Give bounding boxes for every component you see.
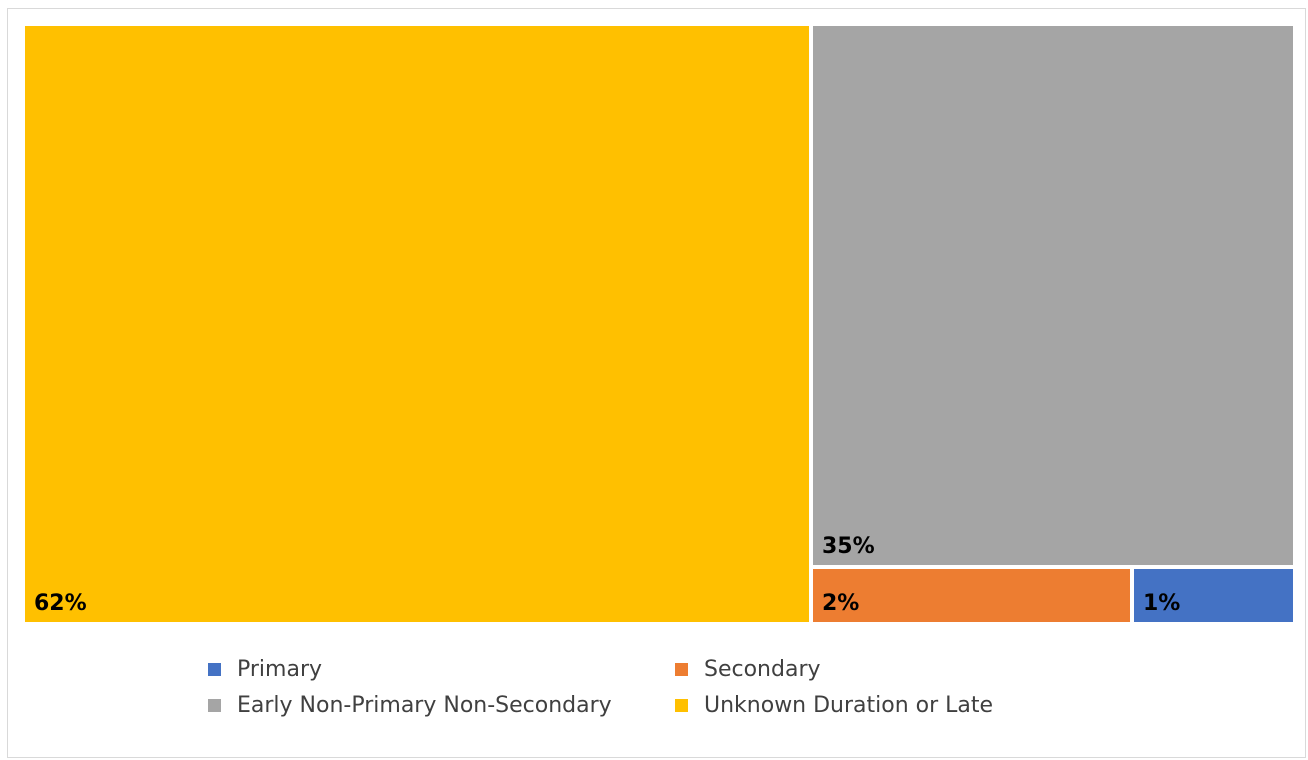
legend-item-early-non-primary-non-secondary: Early Non-Primary Non-Secondary — [208, 693, 675, 718]
treemap-plot: 62% 35% 2% 1% — [25, 26, 1293, 622]
legend-item-unknown-duration-or-late: Unknown Duration or Late — [675, 693, 993, 718]
treemap-tile-primary — [1134, 569, 1293, 622]
data-label-primary: 1% — [1143, 591, 1180, 616]
data-label-early-non-primary-non-secondary: 35% — [822, 534, 875, 559]
legend-swatch-early-non-primary-non-secondary — [208, 698, 221, 712]
legend-label-secondary: Secondary — [704, 656, 821, 682]
legend-label-early-non-primary-non-secondary: Early Non-Primary Non-Secondary — [237, 692, 612, 718]
data-label-secondary: 2% — [822, 591, 859, 616]
legend-item-secondary: Secondary — [675, 657, 821, 682]
legend-swatch-unknown-duration-or-late — [675, 698, 688, 712]
treemap-tile-early-non-primary-non-secondary — [813, 26, 1293, 565]
legend-label-unknown-duration-or-late: Unknown Duration or Late — [704, 692, 994, 718]
legend: Primary Secondary Early Non-Primary Non-… — [208, 651, 1108, 723]
legend-item-primary: Primary — [208, 657, 675, 682]
legend-label-primary: Primary — [237, 656, 323, 682]
treemap-tile-secondary — [813, 569, 1130, 622]
treemap-tile-unknown-duration-or-late — [25, 26, 809, 622]
legend-swatch-primary — [208, 662, 221, 676]
legend-swatch-secondary — [675, 662, 688, 676]
data-label-unknown-duration-or-late: 62% — [34, 591, 87, 616]
